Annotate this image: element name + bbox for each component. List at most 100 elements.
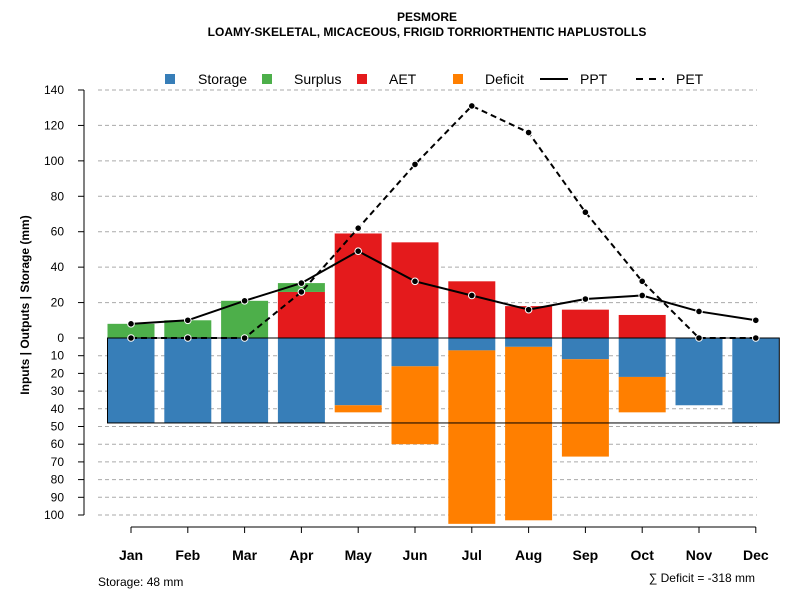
y-tick-label: 30 — [51, 384, 65, 398]
legend-label-pet: PET — [676, 71, 704, 87]
pet-point — [638, 277, 647, 286]
storage-bar — [561, 338, 609, 360]
y-tick-label: 100 — [44, 508, 64, 522]
x-tick-label: Feb — [175, 547, 200, 563]
y-tick-label: 80 — [51, 189, 65, 203]
x-tick-label: Jul — [462, 547, 482, 563]
surplus-bar — [107, 323, 155, 338]
y-tick-label: 60 — [51, 225, 65, 239]
legend-swatch-surplus — [262, 74, 272, 84]
y-tick-label: 70 — [51, 455, 65, 469]
pet-point — [240, 334, 249, 342]
legend-label-surplus: Surplus — [294, 71, 341, 87]
storage-bar — [164, 338, 212, 423]
legend-label-deficit: Deficit — [485, 71, 524, 87]
y-tick-label: 50 — [51, 420, 65, 434]
y-tick-label: 120 — [44, 118, 64, 132]
surplus-bar — [164, 320, 212, 338]
storage-bar — [221, 338, 269, 423]
storage-bar — [334, 338, 382, 406]
bars — [107, 233, 780, 524]
legend-swatch-storage — [165, 74, 175, 84]
x-tick-label: Mar — [232, 547, 257, 563]
y-tick-label: 20 — [51, 366, 65, 380]
pet-point — [411, 160, 419, 169]
ppt-point — [752, 316, 760, 325]
aet-bar — [448, 281, 496, 338]
ppt-point — [695, 307, 703, 316]
x-tick-label: Nov — [686, 547, 713, 563]
ppt-point — [240, 297, 249, 305]
y-tick-label: 90 — [51, 490, 65, 504]
deficit-bar — [334, 405, 382, 413]
ppt-point — [411, 277, 419, 286]
pet-point — [297, 288, 306, 296]
y-tick-label: 80 — [51, 473, 65, 487]
legend-swatch-aet — [357, 74, 367, 84]
storage-capacity-outline — [107, 337, 780, 424]
legend-label-aet: AET — [389, 71, 417, 87]
y-tick-label: 100 — [44, 154, 64, 168]
storage-bar — [618, 338, 666, 377]
deficit-bar — [505, 346, 553, 521]
y-axis-label: Inputs | Outputs | Storage (mm) — [18, 215, 32, 394]
ppt-line — [130, 250, 756, 325]
storage-footer: Storage: 48 mm — [98, 575, 183, 589]
ppt-point — [581, 295, 590, 303]
legend-label-storage: Storage — [198, 71, 247, 87]
aet-bar — [618, 314, 666, 338]
aet-bar — [561, 309, 609, 338]
storage-bar — [732, 338, 780, 423]
y-tick-label: 40 — [51, 402, 65, 416]
storage-bar — [675, 338, 723, 406]
storage-bar — [107, 338, 155, 423]
pet-point — [752, 334, 760, 342]
series-lines — [127, 102, 760, 342]
chart-subtitle: LOAMY-SKELETAL, MICACEOUS, FRIGID TORRIO… — [208, 25, 647, 39]
storage-bar — [448, 338, 496, 351]
y-tick-label: 0 — [57, 331, 64, 345]
deficit-footer: ∑ Deficit = -318 mm — [649, 571, 755, 585]
x-tick-label: Aug — [515, 547, 542, 563]
legend: Storage Surplus AET Deficit PPT PET — [165, 71, 704, 87]
ppt-point — [297, 279, 306, 287]
y-tick-label: 40 — [51, 260, 65, 274]
axes: 0 20 40 60 80 100 120 140 10 20 30 40 50 60 70 80 90 100 J… — [44, 83, 769, 563]
storage-bar — [277, 338, 325, 423]
x-tick-label: Jan — [119, 547, 143, 563]
ppt-point — [638, 291, 647, 300]
storage-bar — [505, 338, 553, 347]
pet-point — [468, 102, 476, 110]
ppt-point — [127, 320, 135, 328]
y-tick-label: 20 — [51, 296, 65, 310]
pet-point — [354, 224, 363, 232]
legend-label-ppt: PPT — [580, 71, 608, 87]
chart-title: PESMORE — [397, 10, 457, 24]
deficit-bar — [561, 359, 609, 457]
deficit-bar — [448, 350, 496, 524]
pet-point — [695, 334, 703, 342]
x-tick-label: Oct — [631, 547, 655, 563]
ppt-point — [184, 316, 192, 325]
aet-bar — [277, 291, 325, 338]
x-tick-label: Jun — [403, 547, 428, 563]
x-tick-label: Dec — [743, 547, 769, 563]
pet-point — [581, 208, 590, 217]
pet-point — [524, 128, 533, 137]
y-tick-label: 10 — [51, 349, 65, 363]
deficit-bar — [391, 366, 439, 445]
pet-point — [127, 334, 135, 342]
deficit-bar — [618, 376, 666, 413]
legend-swatch-deficit — [453, 74, 463, 84]
surplus-bar — [277, 283, 325, 292]
x-tick-label: Sep — [573, 547, 599, 563]
y-tick-label: 140 — [44, 83, 64, 97]
ppt-point — [354, 247, 363, 255]
pet-point — [184, 334, 192, 342]
ppt-point — [524, 305, 533, 314]
ppt-point — [468, 291, 476, 300]
x-tick-label: Apr — [289, 547, 314, 563]
storage-bar — [391, 338, 439, 367]
y-tick-label: 60 — [51, 437, 65, 451]
